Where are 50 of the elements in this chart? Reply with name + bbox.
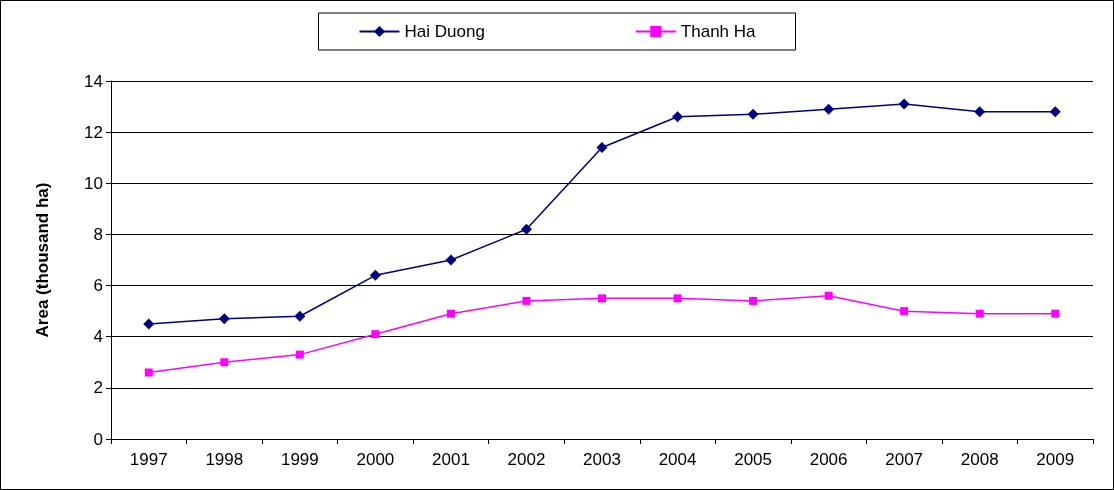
x-tick-label: 2005 [734, 450, 772, 469]
point [974, 106, 986, 118]
legend-label: Hai Duong [404, 22, 485, 41]
x-tick-label: 2002 [507, 450, 546, 469]
y-tick-label: 4 [93, 327, 103, 347]
point [598, 294, 606, 303]
point [749, 296, 758, 305]
point [747, 108, 759, 120]
x-tick-label: 2000 [356, 450, 395, 469]
point [371, 330, 380, 339]
point [596, 141, 608, 153]
y-axis-title: Area (thousand ha) [33, 182, 52, 338]
x-tick-label: 2006 [809, 450, 848, 469]
y-tick-label: 2 [93, 378, 103, 398]
point [218, 313, 230, 325]
x-tick-label: 1998 [205, 450, 244, 469]
y-tick-label: 10 [84, 173, 103, 193]
point [1051, 309, 1060, 318]
point [672, 111, 684, 123]
point [446, 309, 455, 318]
legend-label: Thanh Ha [680, 22, 757, 41]
point [220, 358, 229, 367]
point [898, 98, 910, 110]
y-tick-label: 12 [84, 122, 103, 142]
x-tick-label: 2007 [885, 450, 924, 469]
point [1049, 106, 1061, 118]
point [823, 103, 835, 115]
point [900, 307, 909, 316]
point [520, 223, 532, 235]
y-tick-label: 6 [93, 276, 103, 296]
x-tick-label: 2009 [1036, 450, 1075, 469]
x-tick-label: 2008 [960, 450, 999, 469]
point [369, 269, 381, 281]
x-tick-label: 2004 [658, 450, 697, 469]
x-tick-label: 1997 [129, 450, 168, 469]
point [824, 291, 833, 300]
x-tick-label: 1999 [280, 450, 319, 469]
point [975, 309, 984, 318]
point [144, 368, 153, 377]
y-tick-label: 14 [84, 71, 103, 91]
point [673, 294, 682, 303]
point [295, 350, 304, 359]
point [522, 296, 531, 305]
point [445, 254, 457, 266]
y-tick-label: 8 [93, 224, 103, 244]
x-tick-label: 2003 [583, 450, 621, 469]
x-tick-label: 2001 [432, 450, 470, 469]
point [143, 318, 155, 330]
y-tick-label: 0 [93, 429, 103, 449]
point [294, 310, 306, 322]
